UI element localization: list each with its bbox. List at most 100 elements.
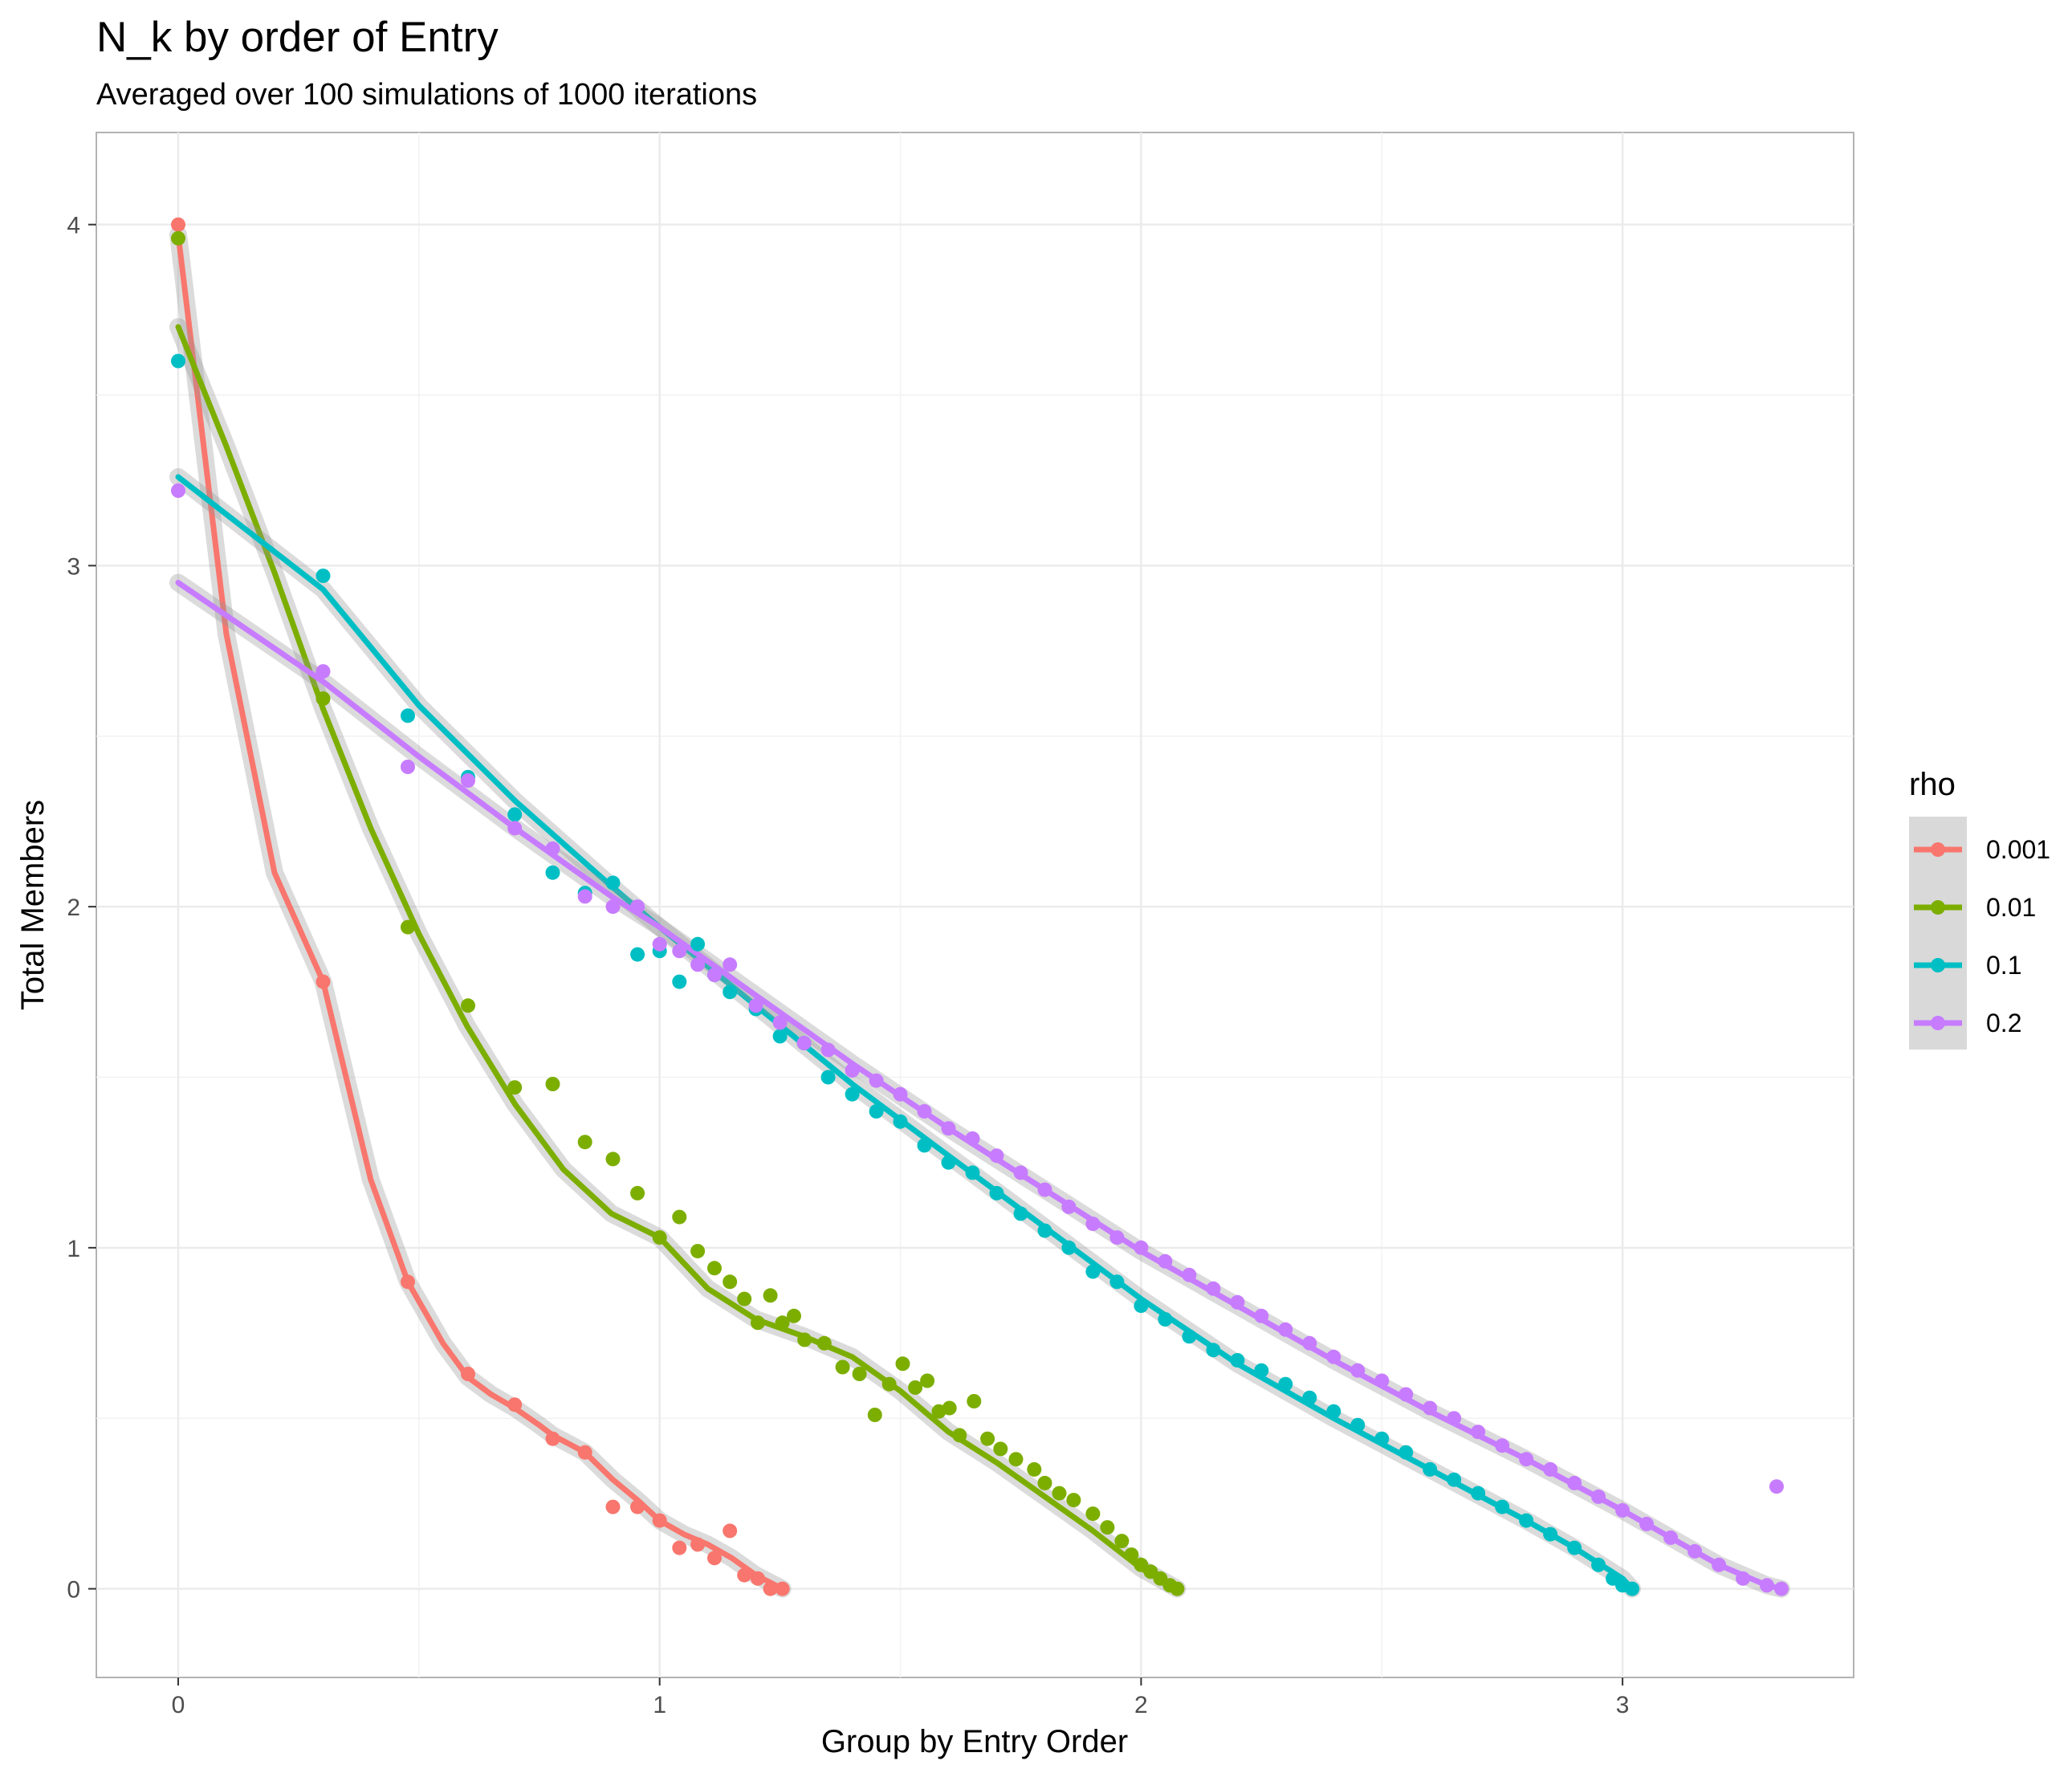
x-tick-label-0: 0 bbox=[172, 1692, 185, 1718]
point-s1-37 bbox=[1052, 1486, 1067, 1501]
point-s3-48 bbox=[1567, 1475, 1582, 1490]
point-s1-7 bbox=[605, 1151, 621, 1167]
point-s2-26 bbox=[1037, 1223, 1052, 1238]
point-s2-18 bbox=[845, 1086, 860, 1102]
point-s2-52 bbox=[1625, 1581, 1640, 1596]
point-s2-17 bbox=[820, 1070, 836, 1085]
point-s3-44 bbox=[1471, 1425, 1486, 1440]
point-s3-32 bbox=[1182, 1267, 1197, 1282]
point-s1-2 bbox=[401, 919, 415, 935]
point-s0-9 bbox=[652, 1513, 667, 1528]
point-s2-30 bbox=[1134, 1298, 1149, 1314]
legend-label-3: 0.2 bbox=[1986, 1009, 2021, 1037]
plot-panel bbox=[96, 132, 1854, 1678]
point-s3-27 bbox=[1061, 1199, 1077, 1214]
point-s2-36 bbox=[1278, 1376, 1293, 1392]
y-tick-label-3: 3 bbox=[67, 553, 80, 580]
point-s1-20 bbox=[816, 1335, 832, 1351]
point-s1-30 bbox=[952, 1428, 967, 1443]
point-s3-5 bbox=[545, 841, 560, 856]
point-s2-21 bbox=[917, 1138, 932, 1153]
point-s1-1 bbox=[315, 691, 331, 706]
grid-lines bbox=[96, 132, 1854, 1677]
point-s3-22 bbox=[941, 1121, 956, 1136]
point-s1-17 bbox=[775, 1315, 790, 1331]
legend-key-point-1 bbox=[1931, 900, 1945, 915]
point-s1-14 bbox=[737, 1291, 752, 1306]
y-axis-title: Total Members bbox=[15, 800, 51, 1010]
point-s1-38 bbox=[1066, 1493, 1081, 1508]
point-s0-16 bbox=[763, 1581, 778, 1596]
x-axis-title: Group by Entry Order bbox=[821, 1724, 1128, 1759]
point-s3-36 bbox=[1278, 1322, 1293, 1337]
y-tick-label-0: 0 bbox=[67, 1577, 80, 1604]
point-s3-38 bbox=[1326, 1349, 1341, 1364]
point-s1-36 bbox=[1037, 1475, 1052, 1490]
point-s3-18 bbox=[845, 1063, 860, 1078]
y-axis-ticks: 0 1 2 3 4 bbox=[67, 213, 96, 1604]
point-s2-49 bbox=[1591, 1557, 1606, 1572]
point-s3-56 bbox=[1760, 1578, 1774, 1593]
point-s1-18 bbox=[787, 1308, 801, 1323]
point-s2-29 bbox=[1109, 1274, 1125, 1290]
point-s3-52 bbox=[1663, 1530, 1679, 1545]
x-tick-label-1: 1 bbox=[653, 1692, 666, 1718]
point-s1-0 bbox=[171, 230, 185, 246]
point-s0-7 bbox=[605, 1499, 621, 1514]
point-s3-20 bbox=[893, 1086, 908, 1102]
point-s2-44 bbox=[1471, 1486, 1486, 1501]
point-s3-42 bbox=[1423, 1400, 1438, 1416]
point-s1-3 bbox=[461, 998, 475, 1013]
point-s1-29 bbox=[942, 1400, 957, 1416]
point-s1-47 bbox=[1170, 1581, 1185, 1596]
smooth-line-1 bbox=[175, 324, 1180, 1592]
point-s2-34 bbox=[1230, 1353, 1245, 1368]
point-s3-33 bbox=[1206, 1281, 1221, 1296]
point-s3-45 bbox=[1495, 1438, 1510, 1453]
point-s2-23 bbox=[965, 1165, 980, 1180]
point-s1-13 bbox=[723, 1274, 738, 1290]
point-s3-30 bbox=[1134, 1240, 1149, 1255]
point-s3-12 bbox=[707, 968, 722, 983]
point-s1-42 bbox=[1124, 1547, 1139, 1563]
point-s0-6 bbox=[577, 1445, 592, 1460]
point-s1-35 bbox=[1027, 1461, 1042, 1477]
point-s1-15 bbox=[751, 1315, 765, 1331]
point-s3-2 bbox=[401, 760, 415, 774]
point-s1-39 bbox=[1085, 1506, 1101, 1522]
point-s0-4 bbox=[507, 1397, 523, 1412]
point-s2-33 bbox=[1206, 1343, 1221, 1358]
legend-key-point-3 bbox=[1931, 1016, 1945, 1030]
point-s2-19 bbox=[869, 1104, 884, 1119]
point-s1-19 bbox=[797, 1332, 812, 1347]
point-s2-0 bbox=[171, 353, 185, 369]
point-s2-28 bbox=[1085, 1264, 1101, 1279]
point-s3-55 bbox=[1736, 1571, 1751, 1586]
point-s2-7 bbox=[605, 875, 621, 891]
y-tick-label-1: 1 bbox=[67, 1236, 80, 1262]
x-axis-ticks: 0 1 2 3 bbox=[172, 1677, 1629, 1718]
point-s3-7 bbox=[605, 899, 621, 915]
point-s2-39 bbox=[1350, 1417, 1366, 1433]
point-s1-25 bbox=[895, 1356, 910, 1372]
point-s2-2 bbox=[401, 708, 415, 723]
legend-title: rho bbox=[1909, 767, 1956, 802]
point-s2-4 bbox=[507, 807, 523, 822]
point-s1-23 bbox=[867, 1408, 882, 1422]
point-s1-8 bbox=[630, 1185, 645, 1200]
point-s1-33 bbox=[993, 1441, 1008, 1457]
point-s1-24 bbox=[881, 1376, 897, 1392]
point-s2-13 bbox=[723, 984, 738, 1000]
point-s3-35 bbox=[1254, 1308, 1269, 1323]
point-s2-11 bbox=[690, 936, 706, 952]
point-s3-19 bbox=[869, 1073, 884, 1088]
point-s3-3 bbox=[461, 773, 475, 788]
point-s0-11 bbox=[690, 1537, 706, 1552]
legend-label-1: 0.01 bbox=[1986, 893, 2036, 922]
point-s3-46 bbox=[1519, 1452, 1534, 1467]
legend-key-point-2 bbox=[1931, 958, 1945, 972]
point-s1-16 bbox=[763, 1288, 778, 1303]
point-s3-25 bbox=[1013, 1165, 1028, 1180]
point-s1-21 bbox=[835, 1359, 850, 1375]
